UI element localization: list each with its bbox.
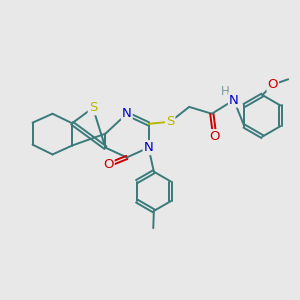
Text: N: N (229, 94, 239, 106)
Text: S: S (89, 101, 97, 114)
Text: O: O (103, 158, 114, 171)
Text: H: H (221, 85, 230, 98)
Text: O: O (268, 78, 278, 91)
Text: O: O (209, 130, 220, 143)
Text: N: N (144, 141, 153, 154)
Text: N: N (122, 107, 132, 120)
Text: S: S (166, 115, 174, 128)
